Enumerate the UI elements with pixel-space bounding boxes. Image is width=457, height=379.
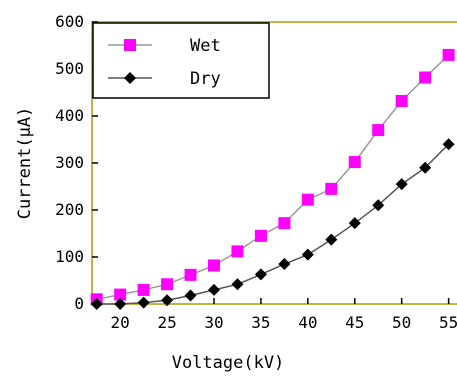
series-dry-point — [184, 289, 197, 302]
series-dry-point — [419, 161, 432, 174]
series-dry-point — [372, 199, 385, 212]
y-tick-label: 0 — [74, 294, 84, 313]
series-wet-point — [184, 268, 197, 281]
x-tick-label: 50 — [392, 313, 411, 332]
series-dry-point — [254, 268, 267, 281]
series-dry-point — [325, 233, 338, 246]
series-wet-line — [96, 54, 450, 301]
series-dry-point — [348, 217, 361, 230]
x-tick-label: 55 — [439, 313, 457, 332]
x-axis-ticks: 20 25 30 35 40 45 50 55 — [111, 298, 457, 332]
series-wet-point — [254, 229, 267, 242]
series-wet-point — [231, 245, 244, 258]
x-tick-label: 35 — [251, 313, 270, 332]
series-dry-point — [137, 296, 150, 309]
legend: Wet Dry — [92, 22, 270, 99]
y-tick-label: 600 — [55, 12, 84, 31]
series-wet-point — [301, 193, 314, 206]
y-tick-label: 400 — [55, 106, 84, 125]
y-tick-label: 500 — [55, 59, 84, 78]
series-wet-point — [419, 71, 432, 84]
series-dry-point — [208, 283, 220, 296]
series-wet-point — [442, 48, 455, 61]
series-wet-point — [161, 278, 174, 291]
x-tick-label: 45 — [345, 313, 364, 332]
x-tick-label: 30 — [204, 313, 223, 332]
legend-dry-label: Dry — [190, 69, 221, 89]
legend-box — [92, 22, 270, 99]
x-tick-label: 25 — [157, 313, 176, 332]
legend-wet-label: Wet — [190, 36, 221, 56]
series-wet-point — [348, 156, 361, 169]
x-tick-label: 40 — [298, 313, 317, 332]
y-axis-ticks: 0 100 200 300 400 500 600 — [55, 12, 98, 313]
series-wet-point — [208, 259, 220, 272]
series-wet-point — [137, 283, 150, 296]
series-dry-point — [278, 258, 291, 271]
y-tick-label: 200 — [55, 200, 84, 219]
legend-dry-marker — [124, 72, 136, 84]
series-dry-line — [96, 143, 450, 305]
series-wet-point — [395, 94, 408, 107]
series-dry-point — [301, 248, 314, 261]
series-dry-point — [231, 278, 244, 291]
y-tick-label: 100 — [55, 247, 84, 266]
series-dry-point — [395, 178, 408, 191]
y-axis-title: Current(μA) — [15, 107, 35, 220]
x-tick-label: 20 — [111, 313, 130, 332]
legend-wet-marker — [124, 39, 136, 51]
y-tick-label: 300 — [55, 153, 84, 172]
x-axis-title: Voltage(kV) — [172, 353, 285, 373]
series-wet-point — [372, 124, 385, 137]
series-layer — [90, 48, 455, 310]
series-dry-point — [442, 138, 455, 151]
series-wet-point — [278, 217, 291, 230]
series-dry-point — [114, 298, 127, 310]
series-dry-point — [161, 294, 174, 307]
series-wet-point — [325, 182, 338, 195]
series-dry-point — [90, 298, 103, 310]
series-wet-point — [114, 288, 127, 301]
